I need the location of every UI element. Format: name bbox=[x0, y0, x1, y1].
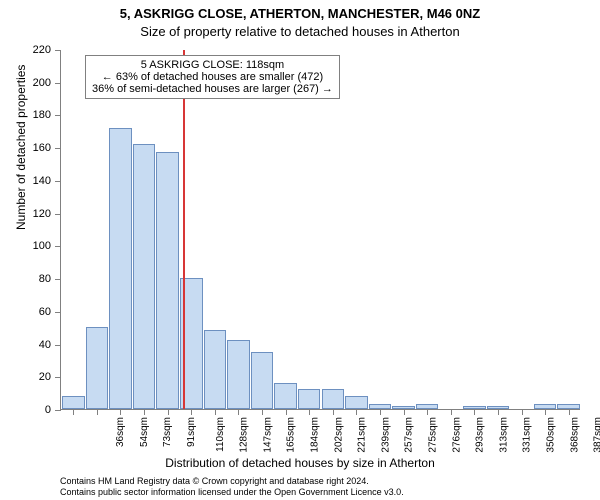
y-tick bbox=[55, 377, 61, 378]
x-tick bbox=[309, 409, 310, 415]
x-tick bbox=[168, 409, 169, 415]
x-tick bbox=[120, 409, 121, 415]
x-tick-label: 387sqm bbox=[593, 409, 600, 453]
y-tick-label: 140 bbox=[33, 175, 51, 187]
x-tick-label: 221sqm bbox=[357, 409, 368, 453]
histogram-bar bbox=[62, 396, 85, 409]
x-tick bbox=[474, 409, 475, 415]
x-tick bbox=[238, 409, 239, 415]
x-tick bbox=[380, 409, 381, 415]
x-tick bbox=[215, 409, 216, 415]
y-tick bbox=[55, 246, 61, 247]
footer-line: Contains public sector information licen… bbox=[60, 487, 404, 498]
x-tick-label: 147sqm bbox=[262, 409, 273, 453]
histogram-bar bbox=[133, 144, 156, 409]
y-tick-label: 200 bbox=[33, 77, 51, 89]
attribution-footer: Contains HM Land Registry data © Crown c… bbox=[60, 476, 404, 499]
x-tick bbox=[569, 409, 570, 415]
annotation-line: ← 63% of detached houses are smaller (47… bbox=[92, 71, 333, 83]
x-tick bbox=[427, 409, 428, 415]
y-tick bbox=[55, 214, 61, 215]
x-tick bbox=[262, 409, 263, 415]
y-tick-label: 60 bbox=[39, 306, 51, 318]
x-tick bbox=[144, 409, 145, 415]
histogram-bar bbox=[251, 352, 274, 409]
histogram-bar bbox=[322, 389, 345, 409]
x-tick bbox=[498, 409, 499, 415]
x-tick-label: 184sqm bbox=[310, 409, 321, 453]
histogram-bar bbox=[86, 327, 109, 409]
x-tick-label: 202sqm bbox=[333, 409, 344, 453]
x-tick bbox=[333, 409, 334, 415]
y-tick-label: 20 bbox=[39, 371, 51, 383]
y-tick bbox=[55, 345, 61, 346]
y-tick bbox=[55, 410, 61, 411]
x-tick-label: 313sqm bbox=[498, 409, 509, 453]
x-tick-label: 293sqm bbox=[475, 409, 486, 453]
y-tick-label: 0 bbox=[45, 404, 51, 416]
y-tick-label: 80 bbox=[39, 273, 51, 285]
y-tick-label: 180 bbox=[33, 109, 51, 121]
y-tick bbox=[55, 279, 61, 280]
x-tick bbox=[451, 409, 452, 415]
x-tick-label: 368sqm bbox=[569, 409, 580, 453]
x-tick bbox=[522, 409, 523, 415]
x-tick bbox=[545, 409, 546, 415]
y-tick bbox=[55, 115, 61, 116]
x-tick-label: 275sqm bbox=[428, 409, 439, 453]
annotation-line: 36% of semi-detached houses are larger (… bbox=[92, 83, 333, 95]
x-tick-label: 239sqm bbox=[380, 409, 391, 453]
annotation-line: 5 ASKRIGG CLOSE: 118sqm bbox=[92, 59, 333, 71]
histogram-bar bbox=[227, 340, 250, 409]
histogram-bar bbox=[345, 396, 368, 409]
histogram-bar bbox=[274, 383, 297, 409]
x-tick bbox=[73, 409, 74, 415]
x-tick bbox=[356, 409, 357, 415]
y-tick-label: 220 bbox=[33, 44, 51, 56]
histogram-bar bbox=[156, 152, 179, 409]
y-tick bbox=[55, 83, 61, 84]
chart-title-main: 5, ASKRIGG CLOSE, ATHERTON, MANCHESTER, … bbox=[0, 6, 600, 21]
x-tick bbox=[286, 409, 287, 415]
y-tick bbox=[55, 148, 61, 149]
x-tick bbox=[404, 409, 405, 415]
x-tick bbox=[191, 409, 192, 415]
histogram-bar bbox=[298, 389, 321, 409]
y-tick bbox=[55, 312, 61, 313]
y-tick-label: 40 bbox=[39, 339, 51, 351]
y-tick-label: 100 bbox=[33, 240, 51, 252]
x-tick-label: 331sqm bbox=[522, 409, 533, 453]
y-tick-label: 160 bbox=[33, 142, 51, 154]
footer-line: Contains HM Land Registry data © Crown c… bbox=[60, 476, 404, 487]
x-tick-label: 165sqm bbox=[286, 409, 297, 453]
plot-area: 02040608010012014016018020022036sqm54sqm… bbox=[60, 50, 580, 410]
y-axis-label: Number of detached properties bbox=[14, 65, 28, 230]
x-tick-label: 110sqm bbox=[215, 409, 226, 452]
x-tick bbox=[97, 409, 98, 415]
annotation-box: 5 ASKRIGG CLOSE: 118sqm← 63% of detached… bbox=[85, 55, 340, 99]
x-tick-label: 128sqm bbox=[239, 409, 250, 453]
x-tick-label: 276sqm bbox=[451, 409, 462, 453]
x-tick-label: 257sqm bbox=[404, 409, 415, 453]
histogram-bar bbox=[109, 128, 132, 409]
x-axis-label: Distribution of detached houses by size … bbox=[0, 456, 600, 470]
figure: 5, ASKRIGG CLOSE, ATHERTON, MANCHESTER, … bbox=[0, 0, 600, 500]
x-tick-label: 350sqm bbox=[546, 409, 557, 453]
y-tick-label: 120 bbox=[33, 208, 51, 220]
y-tick bbox=[55, 50, 61, 51]
y-tick bbox=[55, 181, 61, 182]
subject-property-marker bbox=[183, 50, 185, 409]
chart-title-sub: Size of property relative to detached ho… bbox=[0, 24, 600, 39]
histogram-bar bbox=[204, 330, 227, 409]
